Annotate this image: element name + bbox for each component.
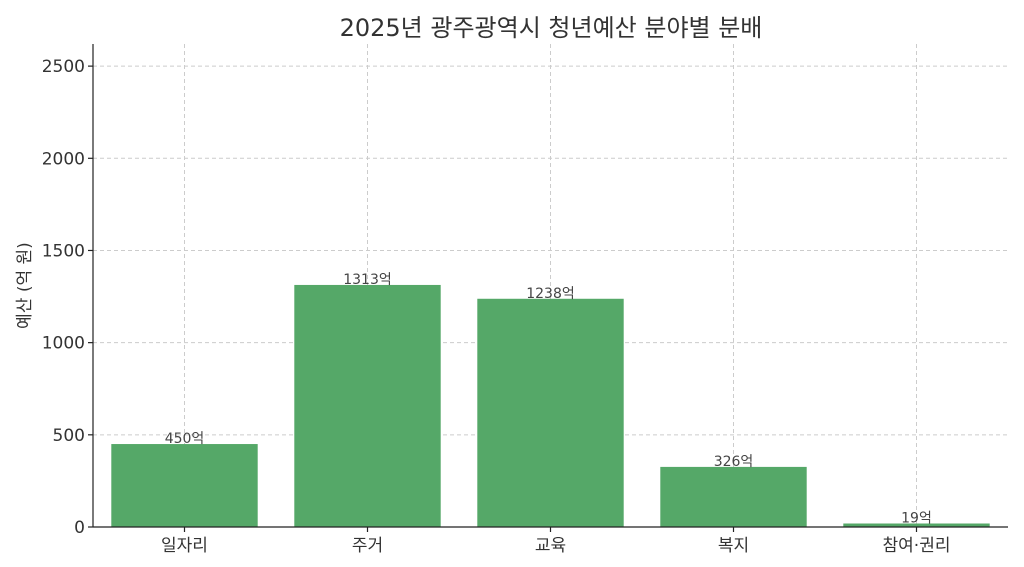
- data-labels: 450억 1313억 1238억 326억 19억: [165, 272, 932, 527]
- x-tick-label: 일자리: [161, 536, 208, 556]
- x-tick-label: 교육: [535, 536, 566, 556]
- bar: [843, 523, 990, 527]
- y-tick-label: 500: [53, 426, 85, 446]
- bar: [477, 298, 624, 527]
- data-label: 450억: [165, 431, 205, 447]
- x-tick-label: 참여·권리: [883, 536, 951, 556]
- chart-title: 2025년 광주광역시 청년예산 분야별 분배: [340, 14, 763, 42]
- data-label: 1313억: [343, 272, 392, 288]
- x-tick-label: 복지: [718, 536, 749, 556]
- x-axis-ticks: 일자리 주거 교육 복지 참여·권리: [161, 527, 950, 556]
- x-tick-label: 주거: [352, 536, 383, 556]
- bar: [660, 466, 807, 527]
- bar: [294, 284, 441, 527]
- y-tick-label: 1500: [42, 241, 85, 261]
- data-label: 326억: [714, 454, 754, 470]
- data-label: 1238억: [526, 286, 575, 302]
- y-tick-label: 2000: [42, 149, 85, 169]
- bar: [111, 444, 258, 527]
- y-tick-label: 0: [74, 518, 85, 538]
- y-tick-label: 2500: [42, 57, 85, 77]
- bars: [111, 284, 990, 527]
- y-axis-ticks: 0 500 1000 1500 2000 2500: [42, 57, 93, 538]
- y-axis-label: 예산 (억 원): [15, 242, 35, 329]
- data-label: 19억: [901, 510, 932, 526]
- y-tick-label: 1000: [42, 334, 85, 354]
